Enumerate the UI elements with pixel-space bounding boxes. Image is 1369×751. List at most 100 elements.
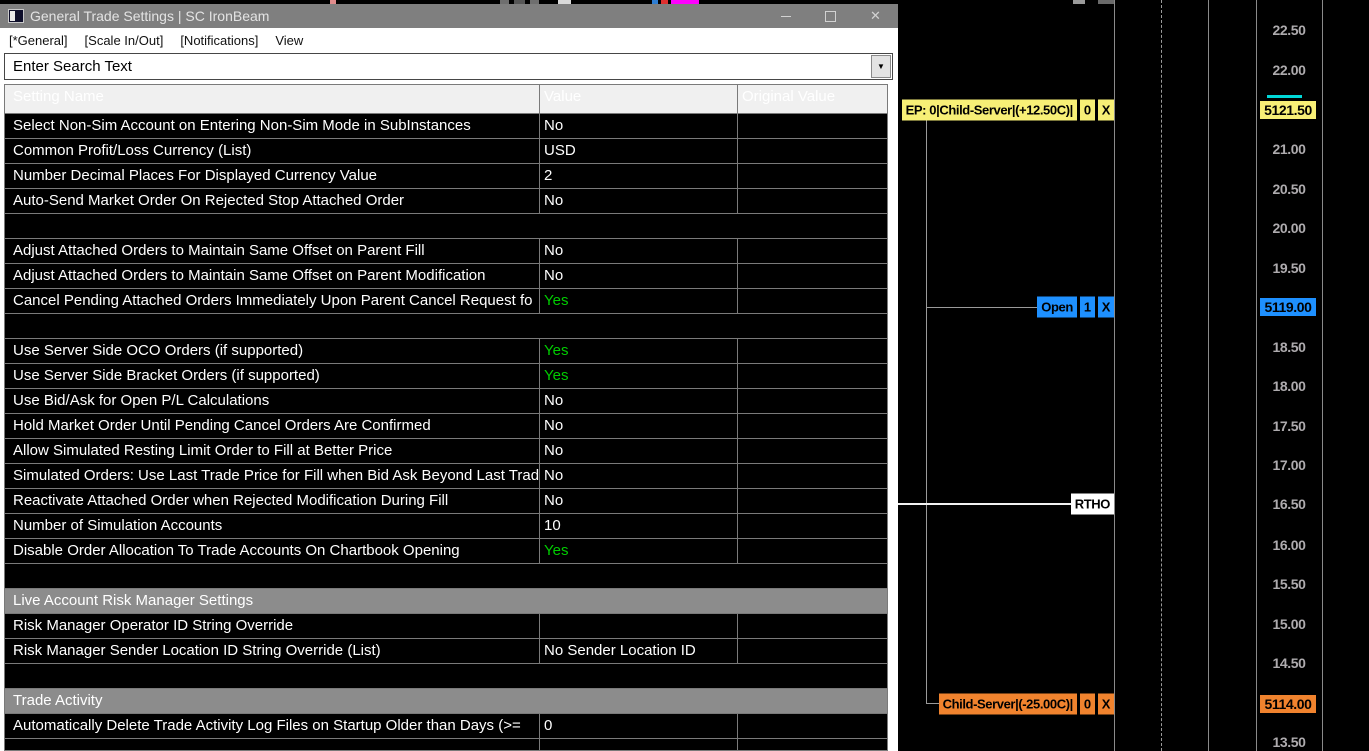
setting-name-cell[interactable]: Risk Manager Sender Location ID String O… [5,639,540,663]
setting-row[interactable]: Use Bid/Ask for Open P/L Calculations No [5,389,887,414]
order-quantity-badge[interactable]: 1 [1079,296,1095,318]
menu-item[interactable]: [*General] [9,33,68,48]
setting-row[interactable]: Allow Simulated Resting Limit Order to F… [5,439,887,464]
order-label-text: Child-Server|(-25.00C)| [938,693,1077,715]
price-scale-label: 13.50 [1272,734,1306,750]
setting-name-cell[interactable] [5,739,540,750]
cancel-order-button[interactable]: X [1097,99,1114,121]
setting-row[interactable]: Hold Market Order Until Pending Cancel O… [5,414,887,439]
setting-value-cell[interactable]: Yes [540,339,738,363]
setting-name-cell[interactable]: Number of Simulation Accounts [5,514,540,538]
background-window-fragment [661,0,668,4]
setting-row[interactable]: Automatically Delete Trade Activity Log … [5,714,887,739]
rth-open-label[interactable]: RTHO [1070,493,1114,515]
setting-name-cell[interactable]: Risk Manager Operator ID String Override [5,614,540,638]
setting-name-cell[interactable]: Common Profit/Loss Currency (List) [5,139,540,163]
original-value-cell [738,639,887,663]
background-window-fragment [1098,0,1114,4]
setting-row[interactable]: Risk Manager Operator ID String Override [5,614,887,639]
setting-name-cell[interactable]: Simulated Orders: Use Last Trade Price f… [5,464,540,488]
open-position-label[interactable]: Open 1 X [1037,296,1114,318]
setting-row[interactable]: Adjust Attached Orders to Maintain Same … [5,239,887,264]
setting-row[interactable]: Use Server Side Bracket Orders (if suppo… [5,364,887,389]
setting-value-cell[interactable]: Yes [540,289,738,313]
setting-value-cell[interactable]: No [540,439,738,463]
setting-name-cell[interactable]: Use Bid/Ask for Open P/L Calculations [5,389,540,413]
setting-name-cell[interactable]: Allow Simulated Resting Limit Order to F… [5,439,540,463]
setting-value-cell[interactable]: 10 [540,514,738,538]
setting-name-cell[interactable]: Adjust Attached Orders to Maintain Same … [5,264,540,288]
setting-value-cell[interactable]: 2 [540,164,738,188]
setting-value-cell[interactable]: No [540,114,738,138]
close-button[interactable]: ✕ [853,4,898,28]
original-value-cell [738,489,887,513]
order-quantity-badge[interactable]: 0 [1079,693,1095,715]
setting-value-cell[interactable]: No [540,264,738,288]
setting-row[interactable]: Number Decimal Places For Displayed Curr… [5,164,887,189]
setting-name-cell[interactable]: Number Decimal Places For Displayed Curr… [5,164,540,188]
setting-value-cell[interactable]: 0 [540,714,738,738]
menu-item[interactable]: [Scale In/Out] [84,33,164,48]
maximize-button[interactable] [808,4,853,28]
entry-order-label[interactable]: EP: 0|Child-Server|(+12.50C)| 0 X [901,99,1114,121]
setting-name-cell[interactable]: Disable Order Allocation To Trade Accoun… [5,539,540,563]
setting-value-cell[interactable]: No [540,189,738,213]
setting-row[interactable]: Simulated Orders: Use Last Trade Price f… [5,464,887,489]
section-header-row: Trade Activity [5,689,887,714]
setting-value-cell[interactable]: No [540,414,738,438]
menu-item[interactable]: [Notifications] [180,33,259,48]
setting-name-cell[interactable]: Select Non-Sim Account on Entering Non-S… [5,114,540,138]
child-order-label[interactable]: Child-Server|(-25.00C)| 0 X [938,693,1114,715]
setting-value-cell[interactable]: No [540,464,738,488]
setting-row[interactable]: Use Server Side OCO Orders (if supported… [5,339,887,364]
original-value-cell [738,539,887,563]
setting-name-cell[interactable]: Auto-Send Market Order On Rejected Stop … [5,189,540,213]
setting-row[interactable]: Reactivate Attached Order when Rejected … [5,489,887,514]
setting-value-cell[interactable]: Yes [540,364,738,388]
background-window-fragment [558,0,571,4]
setting-value-cell[interactable]: USD [540,139,738,163]
setting-row[interactable]: Select Non-Sim Account on Entering Non-S… [5,114,887,139]
price-scale-label: 18.50 [1272,339,1306,355]
setting-value-cell[interactable] [540,739,738,750]
setting-row[interactable]: Number of Simulation Accounts 10 [5,514,887,539]
price-scale-label: 15.00 [1272,616,1306,632]
setting-name-cell[interactable]: Use Server Side OCO Orders (if supported… [5,339,540,363]
setting-row[interactable]: Cancel Pending Attached Orders Immediate… [5,289,887,314]
search-dropdown-button[interactable]: ▼ [871,55,891,78]
menu-item[interactable]: View [275,33,304,48]
search-input[interactable] [5,54,872,79]
setting-row[interactable]: Auto-Send Market Order On Rejected Stop … [5,189,887,214]
setting-row[interactable]: Disable Order Allocation To Trade Accoun… [5,539,887,564]
setting-value-cell[interactable]: No [540,389,738,413]
setting-row[interactable]: Risk Manager Sender Location ID String O… [5,639,887,664]
rth-open-line [898,503,1083,505]
setting-name-cell[interactable]: Hold Market Order Until Pending Cancel O… [5,414,540,438]
setting-value-cell[interactable] [540,614,738,638]
setting-name-cell[interactable]: Use Server Side Bracket Orders (if suppo… [5,364,540,388]
order-quantity-badge[interactable]: 0 [1079,99,1095,121]
highlighted-price-label: 5121.50 [1260,101,1316,119]
setting-row[interactable]: Adjust Attached Orders to Maintain Same … [5,264,887,289]
spacer-row [5,314,887,339]
setting-value-cell[interactable]: No [540,239,738,263]
cancel-order-button[interactable]: X [1097,693,1114,715]
search-combo: ▼ [4,53,893,80]
price-scale-label: 22.50 [1272,22,1306,38]
order-connector-line [926,110,927,704]
setting-row[interactable] [5,739,887,750]
setting-value-cell[interactable]: No [540,489,738,513]
last-price-tick [1267,95,1302,98]
setting-value-cell[interactable]: No Sender Location ID [540,639,738,663]
original-value-cell [738,739,887,750]
title-bar[interactable]: General Trade Settings | SC IronBeam ✕ [0,4,898,28]
minimize-button[interactable] [763,4,808,28]
cancel-order-button[interactable]: X [1097,296,1114,318]
setting-name-cell[interactable]: Automatically Delete Trade Activity Log … [5,714,540,738]
setting-name-cell[interactable]: Reactivate Attached Order when Rejected … [5,489,540,513]
setting-row[interactable]: Common Profit/Loss Currency (List) USD [5,139,887,164]
setting-name-cell[interactable]: Cancel Pending Attached Orders Immediate… [5,289,540,313]
order-label-text: RTHO [1070,493,1114,515]
setting-name-cell[interactable]: Adjust Attached Orders to Maintain Same … [5,239,540,263]
setting-value-cell[interactable]: Yes [540,539,738,563]
